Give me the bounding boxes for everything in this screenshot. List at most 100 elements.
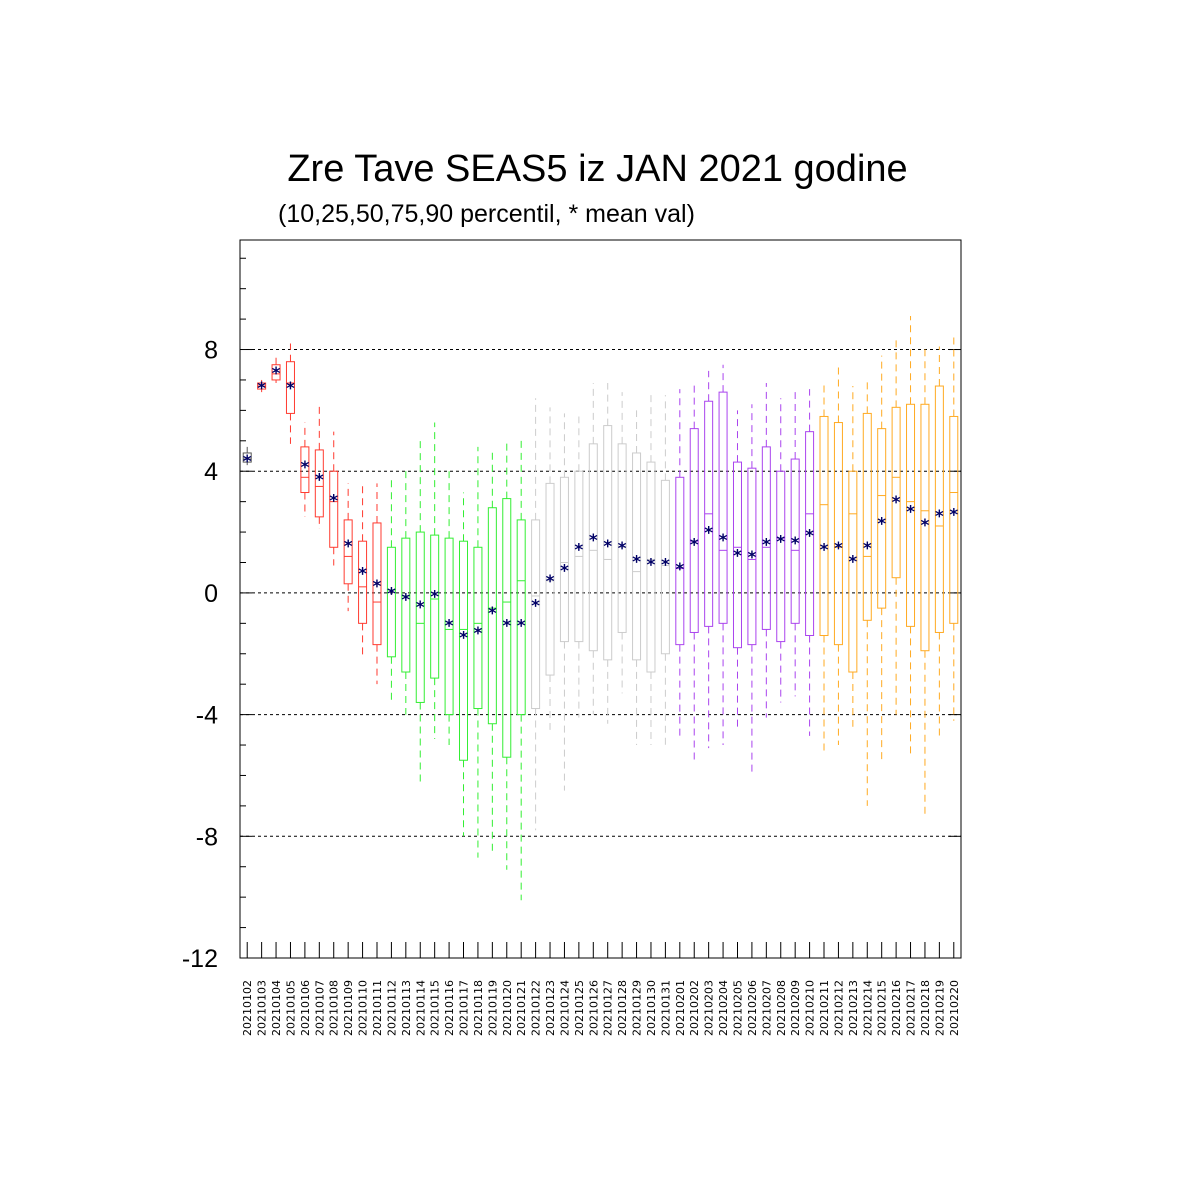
mean-marker: * <box>949 505 958 525</box>
box <box>805 431 815 637</box>
mean-marker: * <box>647 555 656 575</box>
x-tick-label: 20210129 <box>631 980 644 1036</box>
x-tick-label: 20210130 <box>645 980 658 1036</box>
y-tick-label: 8 <box>204 337 218 365</box>
y-tick-label: -8 <box>196 823 218 851</box>
box <box>660 479 670 655</box>
y-tick-label: 0 <box>204 580 218 608</box>
x-tick-label: 20210109 <box>342 980 355 1036</box>
mean-marker: * <box>675 560 684 580</box>
chart-title: Zre Tave SEAS5 iz JAN 2021 godine <box>287 148 908 190</box>
mean-marker: * <box>257 379 266 399</box>
mean-marker: * <box>589 531 598 551</box>
box <box>271 364 281 381</box>
x-tick-label: 20210203 <box>703 980 716 1036</box>
x-tick-label: 20210207 <box>760 980 773 1036</box>
box <box>329 470 339 548</box>
box <box>372 522 382 646</box>
x-tick-label: 20210106 <box>299 980 312 1036</box>
box <box>343 519 353 585</box>
x-tick-label: 20210108 <box>328 980 341 1036</box>
mean-marker: * <box>921 516 930 536</box>
mean-marker: * <box>877 514 886 534</box>
x-tick-label: 20210121 <box>515 980 528 1036</box>
mean-marker: * <box>935 507 944 527</box>
mean-marker: * <box>560 562 569 582</box>
box <box>934 385 944 633</box>
y-tick-label: -12 <box>182 945 218 973</box>
mean-marker: * <box>892 493 901 513</box>
mean-marker: * <box>747 548 756 568</box>
mean-marker: * <box>387 584 396 604</box>
x-tick-label: 20210204 <box>717 980 730 1036</box>
mean-marker: * <box>690 536 699 556</box>
mean-marker: * <box>834 539 843 559</box>
box <box>487 507 497 725</box>
x-tick-label: 20210110 <box>357 980 370 1036</box>
x-tick-label: 20210206 <box>746 980 759 1036</box>
box <box>358 540 368 624</box>
box <box>300 446 310 494</box>
box <box>617 443 627 633</box>
mean-marker: * <box>776 533 785 553</box>
x-tick-label: 20210105 <box>284 980 297 1036</box>
box <box>949 415 959 624</box>
mean-marker: * <box>805 527 814 547</box>
mean-marker: * <box>863 539 872 559</box>
x-tick-label: 20210127 <box>602 980 615 1036</box>
mean-marker: * <box>618 539 627 559</box>
x-tick-label: 20210211 <box>818 980 831 1036</box>
box <box>920 403 930 652</box>
box <box>473 546 483 710</box>
box <box>545 482 555 676</box>
box <box>747 467 757 646</box>
x-tick-label: 20210114 <box>414 980 427 1036</box>
box <box>646 461 656 673</box>
x-tick-label: 20210217 <box>905 980 918 1036</box>
x-tick-label: 20210118 <box>472 980 485 1036</box>
box <box>314 449 324 518</box>
mean-marker: * <box>517 616 526 636</box>
box <box>588 443 598 652</box>
box <box>459 540 469 761</box>
mean-marker: * <box>661 555 670 575</box>
mean-marker: * <box>906 502 915 522</box>
x-tick-label: 20210212 <box>832 980 845 1036</box>
mean-marker: * <box>546 572 555 592</box>
box <box>502 498 512 758</box>
mean-marker: * <box>315 470 324 490</box>
box <box>848 470 858 673</box>
mean-marker: * <box>416 598 425 618</box>
x-tick-label: 20210115 <box>429 980 442 1036</box>
chart-subtitle: (10,25,50,75,90 percentil, * mean val) <box>278 200 695 228</box>
mean-marker: * <box>286 379 295 399</box>
box <box>444 537 454 716</box>
x-tick-label: 20210126 <box>587 980 600 1036</box>
x-tick-label: 20210103 <box>256 980 269 1036</box>
y-tick-label: 4 <box>204 458 218 486</box>
mean-marker: * <box>373 577 382 597</box>
x-tick-label: 20210113 <box>400 980 413 1036</box>
mean-marker: * <box>430 587 439 607</box>
mean-marker: * <box>358 565 367 585</box>
x-tick-label: 20210210 <box>804 980 817 1036</box>
box <box>906 403 916 627</box>
x-tick-label: 20210214 <box>861 980 874 1036</box>
plot-frame <box>239 239 962 959</box>
box <box>401 537 411 673</box>
box <box>559 476 569 643</box>
box <box>833 422 843 646</box>
mean-marker: * <box>272 364 281 384</box>
x-tick-label: 20210218 <box>919 980 932 1036</box>
x-tick-label: 20210209 <box>789 980 802 1036</box>
mean-marker: * <box>531 597 540 617</box>
x-tick-label: 20210216 <box>890 980 903 1036</box>
box <box>689 428 699 633</box>
x-tick-label: 20210102 <box>241 980 254 1036</box>
box <box>430 534 440 679</box>
mean-marker: * <box>243 452 252 472</box>
mean-marker: * <box>488 604 497 624</box>
box <box>718 391 728 624</box>
box <box>415 531 425 703</box>
